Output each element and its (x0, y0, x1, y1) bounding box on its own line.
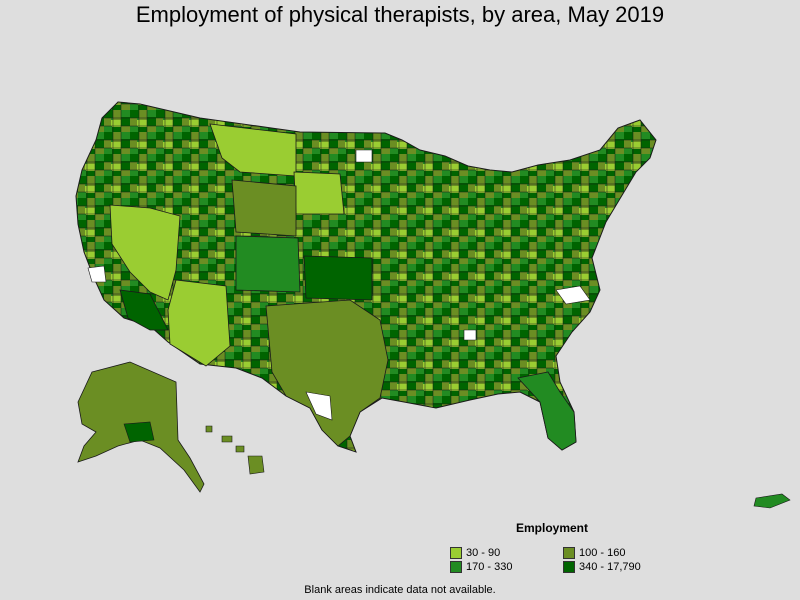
puerto-rico-region (753, 493, 791, 509)
colorado-region (235, 235, 301, 293)
map-title: Employment of physical therapists, by ar… (135, 2, 665, 27)
footnote: Blank areas indicate data not available. (304, 584, 496, 596)
no-data-area-texas (305, 391, 333, 421)
legend-item-30-90: 30 - 90 (450, 547, 500, 559)
wyoming-region (231, 179, 297, 237)
montana-region (209, 123, 297, 177)
arizona-nm-region (167, 279, 231, 367)
florida-region (517, 371, 577, 451)
no-data-area-nevada (87, 265, 107, 283)
legend-label: 170 - 330 (466, 561, 513, 573)
legend-label: 100 - 160 (579, 547, 626, 559)
kansas-region (303, 255, 373, 301)
no-data-area-nd (355, 149, 373, 163)
california-south-region (119, 289, 169, 331)
nevada-region (109, 204, 181, 301)
legend-item-100-160: 100 - 160 (563, 547, 625, 559)
no-data-area-ms (463, 329, 477, 341)
legend-item-340-17790: 340 - 17,790 (563, 561, 641, 573)
alaska-anchorage-region (123, 421, 155, 443)
texas-region (265, 299, 389, 447)
legend-swatch (450, 547, 462, 559)
no-data-area-nc (555, 285, 591, 305)
legend-label: 340 - 17,790 (579, 561, 641, 573)
legend-label: 30 - 90 (466, 547, 501, 559)
dakota-region (293, 171, 345, 215)
legend-swatch (563, 561, 575, 573)
legend-title: Employment (516, 521, 589, 535)
legend-item-170-330: 170 - 330 (450, 561, 512, 573)
hawaii-region (205, 425, 265, 475)
legend-swatch (450, 561, 462, 573)
legend-swatch (563, 547, 575, 559)
